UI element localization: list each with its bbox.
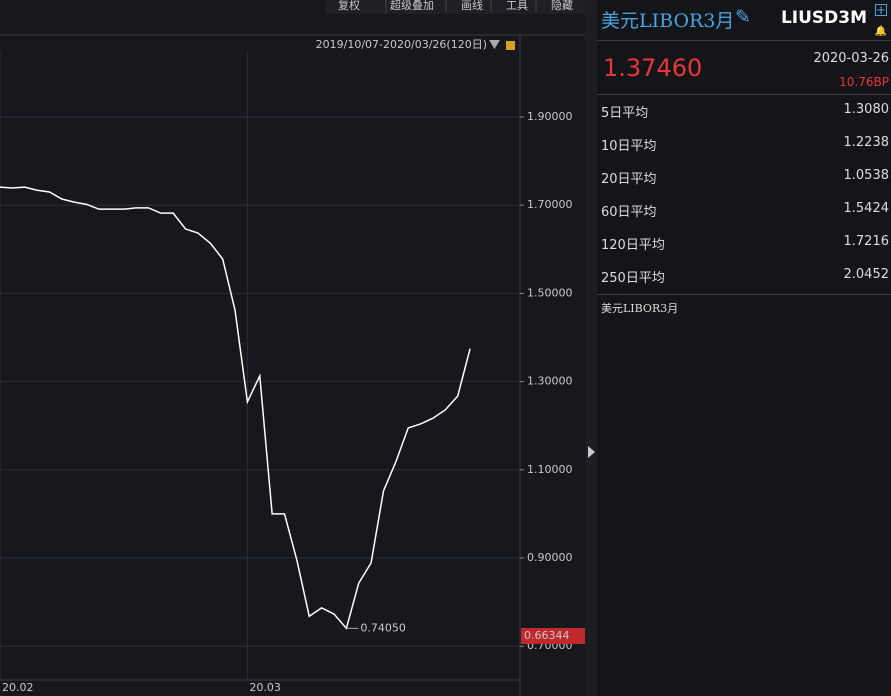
stat-value: 1.0538 [843, 168, 890, 183]
alert-button[interactable]: 🔔 [874, 26, 887, 37]
stat-row: 120日平均 1.7216 [601, 234, 889, 254]
stat-label: 5日平均 [601, 106, 649, 121]
toolbar-button[interactable]: 隐藏 [551, 0, 573, 12]
price-tag: 0.66344 [524, 629, 570, 642]
y-tick-label: 1.30000 [527, 375, 573, 388]
x-tick-label: 20.03 [249, 681, 281, 694]
separator [597, 94, 891, 95]
stat-label: 120日平均 [601, 238, 665, 253]
instrument-name: 美元LIBOR3月 [601, 10, 735, 32]
range-dropdown[interactable] [489, 40, 500, 49]
add-button[interactable]: + [875, 3, 887, 17]
footer: 美元LIBOR3月 [601, 302, 679, 315]
y-tick-label: 1.50000 [527, 286, 573, 299]
price-tag-bg [521, 628, 585, 644]
edit-icon[interactable]: ✎ [735, 6, 751, 28]
stat-row: 60日平均 1.5424 [601, 201, 889, 221]
stat-value: 1.7216 [843, 234, 890, 249]
y-tick-label: 0.90000 [527, 551, 573, 564]
change: 10.76BP [839, 75, 889, 89]
toolbar-button[interactable]: 复权 [338, 0, 360, 12]
toolbar [325, 0, 585, 14]
stat-value: 2.0452 [843, 267, 890, 282]
sidebar: 美元LIBOR3月 ✎ LIUSD3M + 🔔 1.37460 2020-03-… [597, 0, 891, 696]
stat-row: 250日平均 2.0452 [601, 267, 889, 287]
toolbar-button[interactable]: 超级叠加 [390, 0, 434, 12]
y-tick-label: 1.10000 [527, 463, 573, 476]
date: 2020-03-26 [813, 51, 889, 66]
toolbar-button[interactable]: 工具 [506, 0, 528, 12]
instrument-code: LIUSD3M [780, 8, 867, 28]
data-label: 0.74050 [360, 621, 406, 634]
stat-value: 1.5424 [843, 201, 890, 216]
range-label: 2019/10/07-2020/03/26(120日) [316, 38, 487, 51]
price: 1.37460 [603, 54, 703, 82]
stat-row: 20日平均 1.0538 [601, 168, 889, 188]
divider[interactable] [585, 0, 597, 696]
stat-value: 1.2238 [843, 135, 890, 150]
separator [597, 294, 891, 295]
y-tick-label: 1.90000 [527, 110, 573, 123]
x-tick-label: 20.02 [2, 681, 34, 694]
price-line [0, 186, 471, 630]
stat-row: 10日平均 1.2238 [601, 135, 889, 155]
toolbar-button[interactable]: 画线 [461, 0, 483, 12]
collapse-arrow[interactable] [588, 446, 595, 458]
y-tick-label: 1.70000 [527, 198, 573, 211]
separator [597, 40, 891, 41]
lock-icon[interactable] [506, 41, 515, 50]
stat-label: 250日平均 [601, 271, 665, 286]
stat-label: 20日平均 [601, 172, 657, 187]
stat-label: 10日平均 [601, 139, 657, 154]
stat-row: 5日平均 1.3080 [601, 102, 889, 122]
stat-label: 60日平均 [601, 205, 657, 220]
chart: 2019/10/07-2020/03/26(120日) 复权 超级叠加 画线 工具 隐藏… [0, 0, 597, 696]
stat-value: 1.3080 [843, 102, 890, 117]
